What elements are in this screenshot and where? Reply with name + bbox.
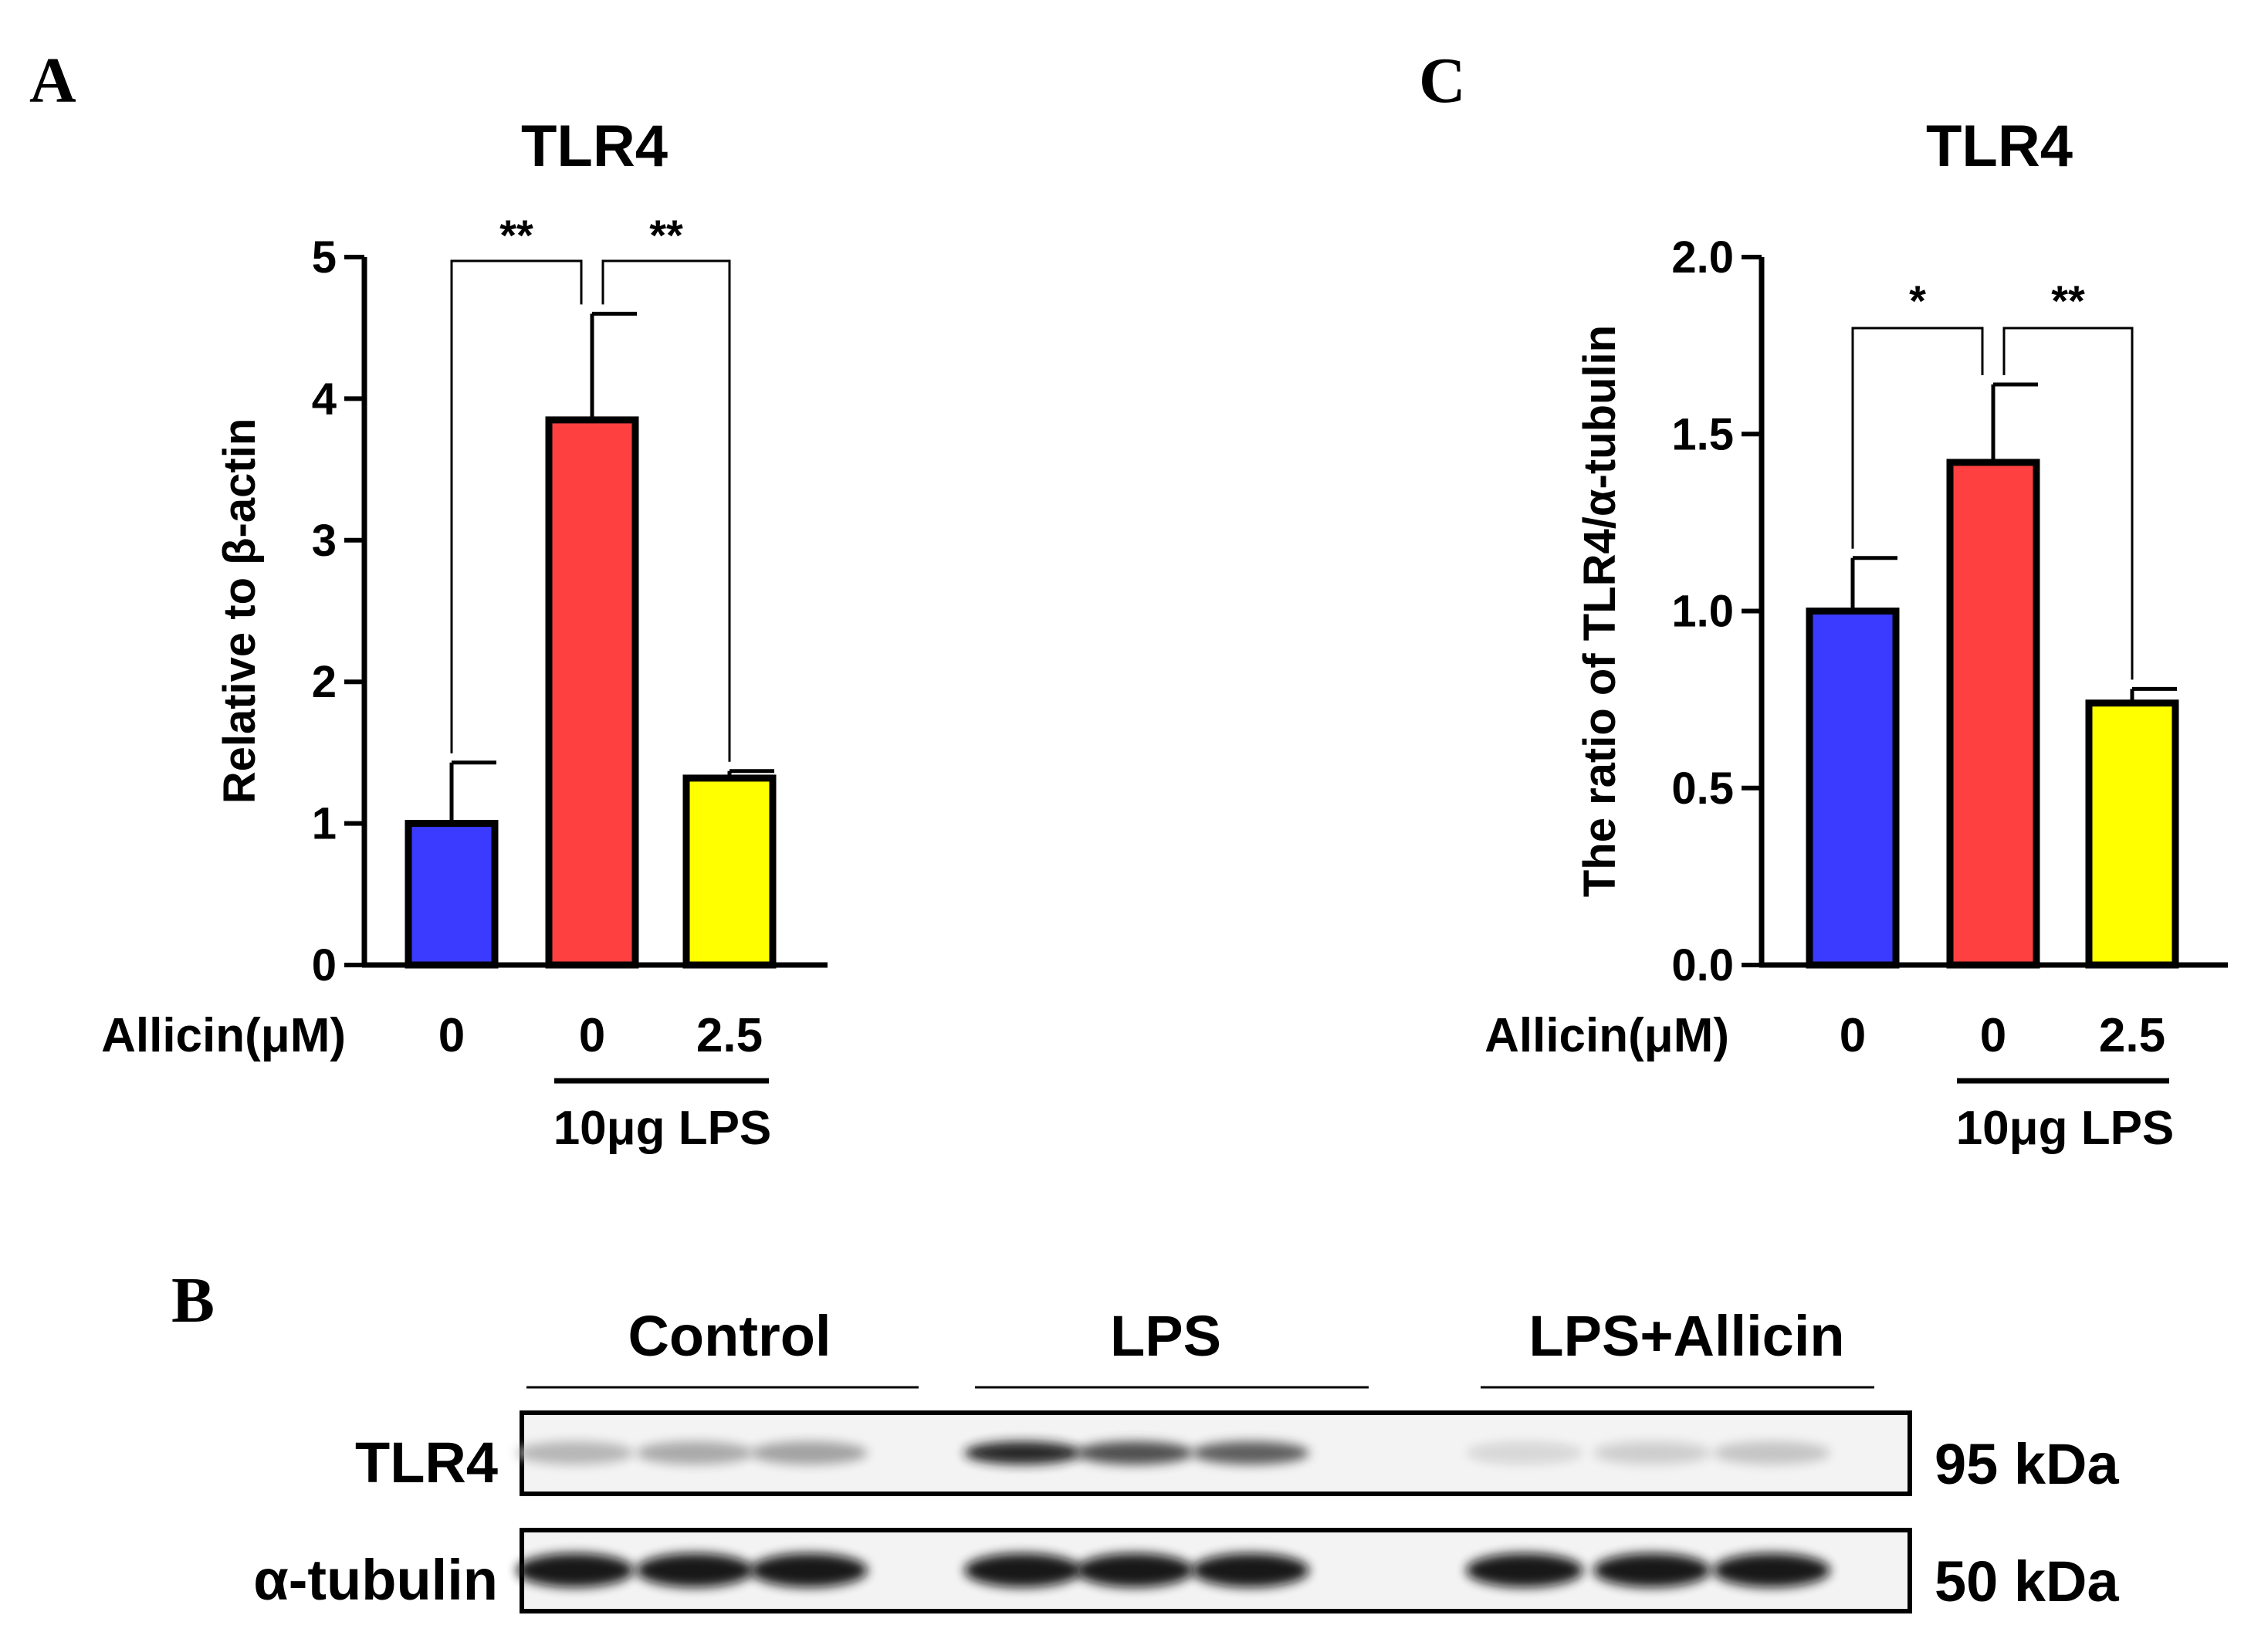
blot-band — [1593, 1553, 1711, 1587]
y-tick-label: 0.0 — [1671, 940, 1734, 990]
blot-band — [1192, 1553, 1309, 1587]
blot-band — [1713, 1553, 1830, 1587]
blot-band — [750, 1553, 868, 1587]
blot-band — [516, 1553, 634, 1587]
bar — [2085, 699, 2179, 969]
category-label: 2.5 — [696, 1009, 763, 1062]
row-label: Allicin(μM) — [1484, 1009, 1729, 1062]
significance-bracket — [450, 259, 583, 753]
blot-band — [1466, 1441, 1583, 1464]
y-tick-label: 4 — [312, 374, 337, 424]
y-tick-label: 3 — [312, 516, 337, 566]
category-label: 2.5 — [2099, 1009, 2165, 1062]
chart-title: TLR4 — [1926, 113, 2073, 179]
blot-size-tubulin: 50 kDa — [1935, 1549, 2119, 1613]
blot-bands-tlr4 — [516, 1441, 1830, 1464]
blot-bands-tubulin — [516, 1553, 1830, 1587]
panel-letter-b: B — [171, 1265, 215, 1336]
bar — [545, 416, 639, 969]
blot-row-label-tubulin: α-tubulin — [253, 1548, 498, 1612]
y-tick-label: 1.5 — [1671, 409, 1734, 459]
panel-letter-c: C — [1419, 45, 1466, 117]
category-label: 0 — [438, 1009, 465, 1062]
significance-label: ** — [499, 211, 533, 259]
y-axis-label: Relative to β-actin — [215, 418, 265, 804]
blot-row-tubulin: α-tubulin 50 kDa — [253, 1528, 2119, 1613]
blot-band — [1076, 1553, 1193, 1587]
blot-row-label-tlr4: TLR4 — [355, 1431, 498, 1495]
bar — [1946, 459, 2040, 969]
y-tick-label: 2.0 — [1671, 232, 1734, 283]
category-label: 0 — [579, 1009, 605, 1062]
blot-group-labels: Control LPS LPS+Allicin — [526, 1304, 1874, 1389]
blot-band — [750, 1441, 868, 1464]
blot-band — [636, 1553, 753, 1587]
bar — [682, 774, 777, 969]
y-tick-label: 5 — [312, 232, 337, 283]
blot-band — [516, 1441, 634, 1464]
significance-label: ** — [2051, 276, 2085, 325]
blot-row-tlr4: TLR4 95 kDa — [355, 1410, 2119, 1496]
y-tick-label: 1.0 — [1671, 587, 1734, 637]
bar — [405, 820, 499, 969]
blot-band — [1076, 1441, 1193, 1464]
group-label: 10μg LPS — [553, 1102, 772, 1155]
significance-bracket — [601, 259, 731, 762]
chart-title: TLR4 — [521, 113, 668, 179]
blot-band — [1593, 1441, 1711, 1464]
blot-group-lps: LPS — [1110, 1304, 1221, 1368]
row-label: Allicin(μM) — [101, 1009, 346, 1062]
panel-letter-a: A — [29, 45, 76, 117]
significance-label: * — [1909, 276, 1926, 325]
blot-group-control: Control — [628, 1304, 831, 1368]
blot-group-lps-allicin: LPS+Allicin — [1528, 1304, 1844, 1368]
y-tick-label: 2 — [312, 657, 337, 707]
blot-band — [1192, 1441, 1309, 1464]
category-label: 0 — [1980, 1009, 2006, 1062]
chart-c: TLR4 The ratio of TLR4/α-tubulin 0.0 0.5 1.0… — [1484, 113, 2228, 1155]
category-label: 0 — [1840, 1009, 1866, 1062]
group-label: 10μg LPS — [1956, 1102, 2175, 1155]
chart-a: TLR4 Relative to β-actin 0 1 2 3 4 5 0 0 2.5 Allici… — [101, 113, 828, 1155]
blot-band — [1466, 1553, 1583, 1587]
y-axis-label: The ratio of TLR4/α-tubulin — [1575, 325, 1625, 897]
significance-bracket — [1851, 327, 1984, 549]
blot-band — [1713, 1441, 1830, 1464]
bar — [1806, 608, 1900, 969]
significance-bracket — [2002, 327, 2134, 680]
blot-band — [964, 1553, 1082, 1587]
y-tick-label: 1 — [312, 799, 337, 849]
y-tick-label: 0 — [312, 940, 337, 990]
blot-band — [636, 1441, 753, 1464]
blot-size-tlr4: 95 kDa — [1935, 1432, 2119, 1496]
blot-band — [964, 1441, 1082, 1464]
western-blot: Control LPS LPS+Allicin TLR4 95 kDa α-tu… — [253, 1304, 2119, 1613]
significance-label: ** — [649, 211, 683, 259]
y-tick-label: 0.5 — [1671, 764, 1734, 814]
